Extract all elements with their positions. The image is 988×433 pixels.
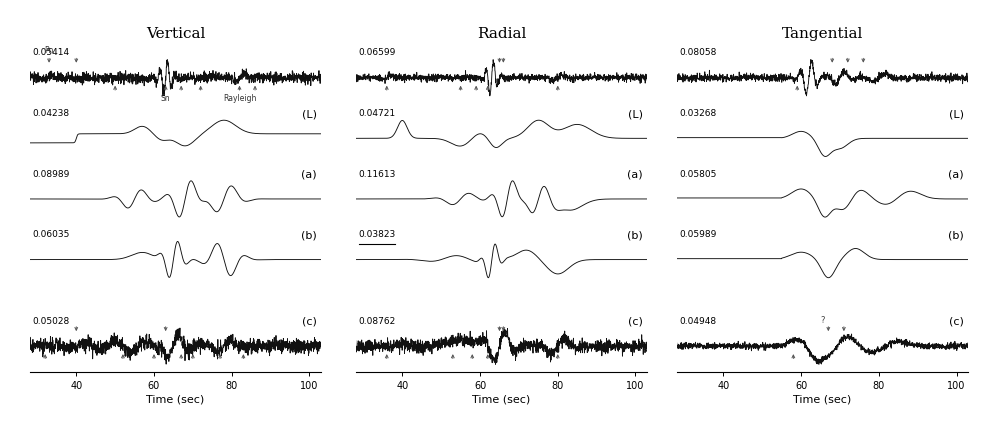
Text: 0.05989: 0.05989 — [680, 230, 717, 239]
X-axis label: Time (sec): Time (sec) — [146, 394, 205, 404]
Text: (L): (L) — [627, 109, 643, 119]
Text: Sn: Sn — [161, 94, 171, 103]
Text: 0.05805: 0.05805 — [680, 170, 717, 179]
Text: (c): (c) — [949, 317, 964, 327]
Text: (c): (c) — [302, 317, 317, 327]
Text: 0.05414: 0.05414 — [33, 48, 70, 58]
Text: (b): (b) — [301, 230, 317, 240]
Text: 0.04238: 0.04238 — [33, 109, 70, 118]
Text: 0.05028: 0.05028 — [33, 317, 70, 326]
Text: (b): (b) — [948, 230, 964, 240]
Text: (a): (a) — [627, 170, 643, 180]
Text: 0.04948: 0.04948 — [680, 317, 717, 326]
Text: (c): (c) — [628, 317, 643, 327]
Text: 0.03268: 0.03268 — [680, 109, 717, 118]
Text: 0.08058: 0.08058 — [680, 48, 717, 58]
Text: Radial: Radial — [477, 27, 526, 41]
X-axis label: Time (sec): Time (sec) — [793, 394, 852, 404]
Text: 0.04721: 0.04721 — [359, 109, 396, 118]
Text: (L): (L) — [948, 109, 964, 119]
Text: 0.06035: 0.06035 — [33, 230, 70, 239]
Text: 0.11613: 0.11613 — [359, 170, 396, 179]
Text: 0.06599: 0.06599 — [359, 48, 396, 58]
Text: 0.03823: 0.03823 — [359, 230, 396, 239]
Text: Rayleigh: Rayleigh — [223, 94, 256, 103]
Text: 0.08989: 0.08989 — [33, 170, 70, 179]
Text: (a): (a) — [301, 170, 317, 180]
Text: Tangential: Tangential — [782, 27, 864, 41]
X-axis label: Time (sec): Time (sec) — [472, 394, 531, 404]
Text: (L): (L) — [301, 109, 317, 119]
Text: (b): (b) — [627, 230, 643, 240]
Text: Pn: Pn — [44, 45, 53, 55]
Text: ?: ? — [820, 316, 825, 325]
Text: 0.08762: 0.08762 — [359, 317, 396, 326]
Text: Vertical: Vertical — [145, 27, 206, 41]
Text: (a): (a) — [948, 170, 964, 180]
